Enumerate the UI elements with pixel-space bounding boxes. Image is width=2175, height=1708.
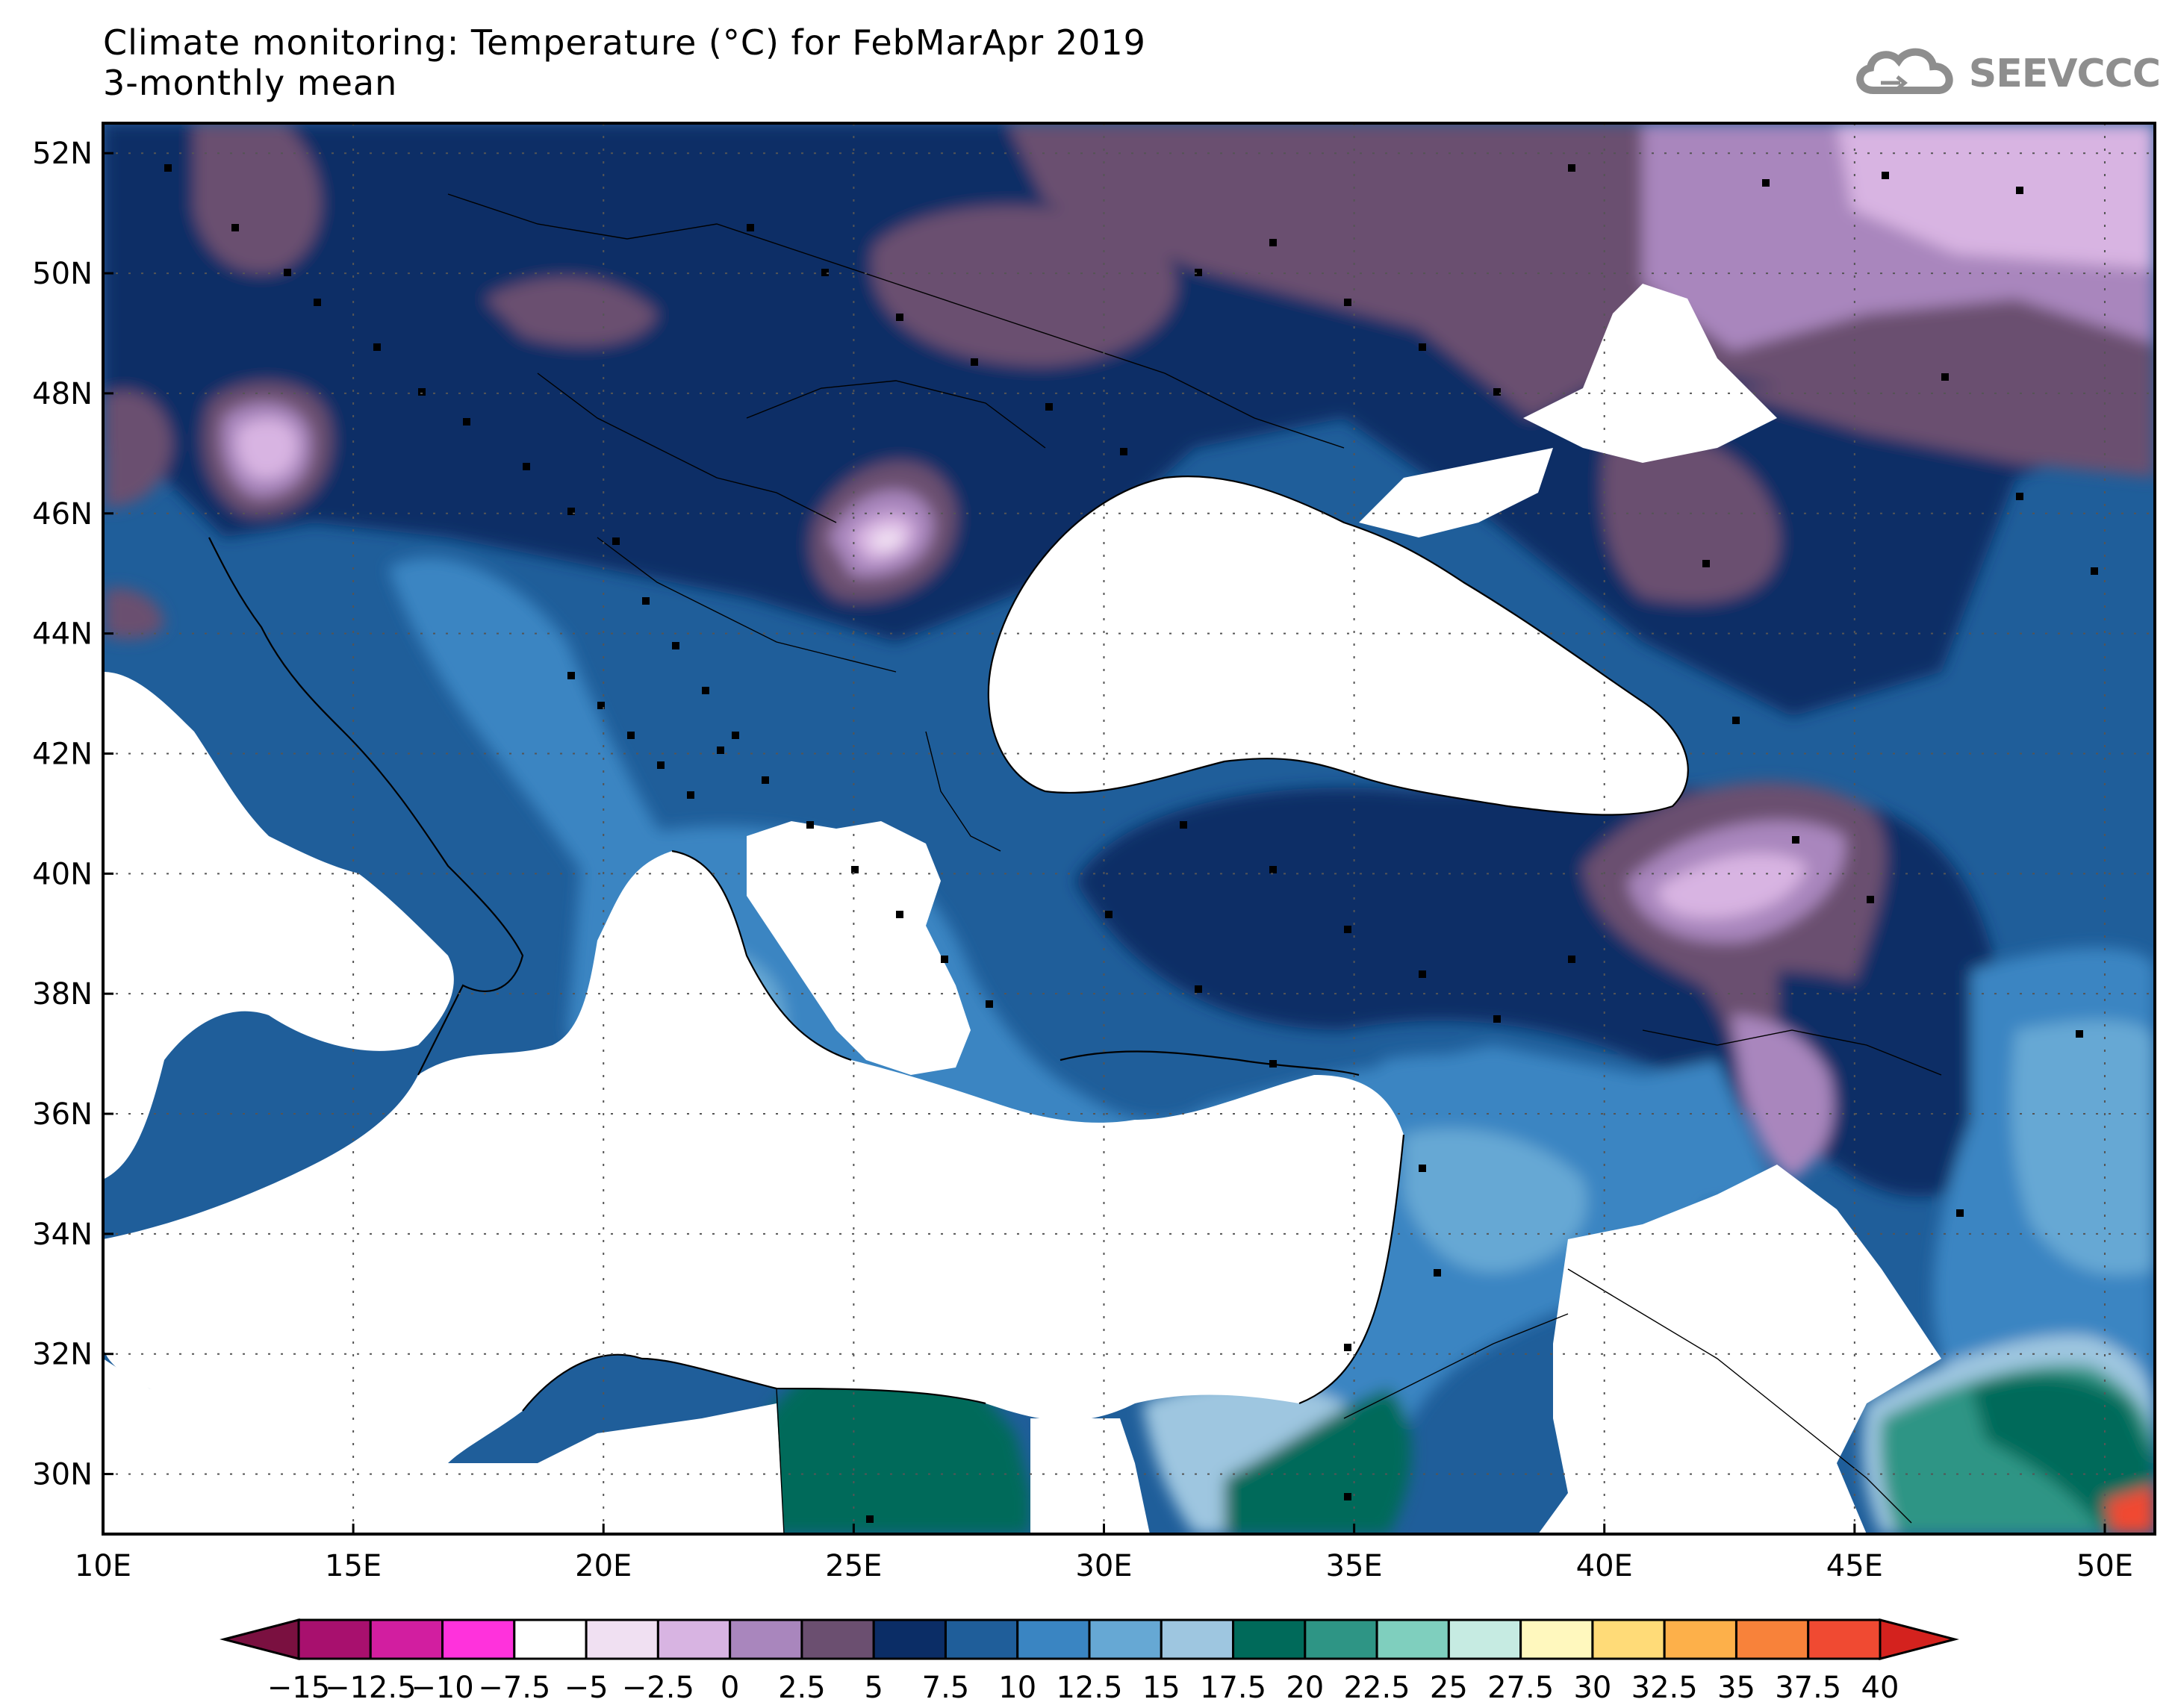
colorbar-swatch xyxy=(944,1618,1019,1660)
logo-text: SEEVCCC xyxy=(1968,52,2161,96)
colorbar-max-arrow xyxy=(1879,1618,1959,1660)
colorbar-label: −12.5 xyxy=(325,1671,417,1705)
colorbar-label: 0 xyxy=(721,1671,739,1705)
colorbar-label: −5 xyxy=(564,1671,609,1705)
colorbar-swatch xyxy=(585,1618,659,1660)
colorbar-swatch xyxy=(441,1618,516,1660)
colorbar-label: −15 xyxy=(267,1671,330,1705)
colorbar-label: 20 xyxy=(1286,1671,1324,1705)
x-tick-label: 40E xyxy=(1576,1549,1633,1583)
colorbar-label: 7.5 xyxy=(922,1671,970,1705)
y-tick-label: 38N xyxy=(32,977,93,1012)
y-tick-label: 46N xyxy=(32,497,93,532)
x-tick-label: 50E xyxy=(2076,1549,2133,1583)
seevccc-logo: SEEVCCC xyxy=(1851,40,2161,107)
x-tick-label: 20E xyxy=(575,1549,632,1583)
colorbar-swatch xyxy=(1447,1618,1522,1660)
colorbar-label: 30 xyxy=(1573,1671,1611,1705)
colorbar-swatch xyxy=(656,1618,732,1660)
y-tick-label: 50N xyxy=(32,257,93,291)
colorbar-label: 35 xyxy=(1717,1671,1755,1705)
colorbar-label: 2.5 xyxy=(778,1671,826,1705)
x-tick-label: 30E xyxy=(1075,1549,1132,1583)
colorbar-label: 37.5 xyxy=(1775,1671,1841,1705)
y-tick-label: 48N xyxy=(32,377,93,411)
colorbar-label: 25 xyxy=(1430,1671,1468,1705)
y-tick-label: 36N xyxy=(32,1097,93,1132)
x-tick-label: 10E xyxy=(75,1549,131,1583)
temperature-field xyxy=(103,123,2155,1534)
colorbar-swatch xyxy=(297,1618,372,1660)
colorbar-swatch xyxy=(1160,1618,1235,1660)
title-line-2: 3-monthly mean xyxy=(103,63,398,103)
colorbar-swatch xyxy=(513,1618,588,1660)
colorbar-swatch xyxy=(369,1618,444,1660)
colorbar-swatch xyxy=(1016,1618,1091,1660)
colorbar-swatch xyxy=(1807,1618,1882,1660)
colorbar-label: 5 xyxy=(864,1671,883,1705)
y-tick-label: 42N xyxy=(32,737,93,771)
colorbar-swatch xyxy=(800,1618,875,1660)
colorbar-swatch xyxy=(1088,1618,1163,1660)
colorbar-swatch xyxy=(1591,1618,1666,1660)
colorbar-swatch xyxy=(1304,1618,1378,1660)
colorbar-label: 27.5 xyxy=(1487,1671,1554,1705)
map-frame xyxy=(102,122,2156,1536)
colorbar-label: −7.5 xyxy=(478,1671,550,1705)
y-tick-label: 52N xyxy=(32,137,93,171)
coastlines xyxy=(208,475,1689,1412)
colorbar-label: 17.5 xyxy=(1200,1671,1266,1705)
colorbar-label: 22.5 xyxy=(1344,1671,1410,1705)
colorbar-label: 10 xyxy=(998,1671,1036,1705)
y-tick-label: 40N xyxy=(32,857,93,891)
colorbar-swatch xyxy=(872,1618,947,1660)
x-tick-label: 15E xyxy=(325,1549,382,1583)
colorbar-swatch xyxy=(1734,1618,1810,1660)
y-axis: 52N 50N 48N 46N 44N 42N 40N 38N 36N 34N 32N 30N xyxy=(32,137,113,1492)
colorbar-label: 40 xyxy=(1861,1671,1899,1705)
x-axis: 10E 15E 20E 25E 30E 35E 40E 45E 50E xyxy=(75,1524,2133,1583)
colorbar: −15−12.5−10 −7.5 −5 −2.5 0 2.5 5 7.5 10 12.5 15 17.… xyxy=(220,1618,1959,1705)
chart-title: Climate monitoring: Temperature (°C) for… xyxy=(103,22,1146,103)
colorbar-label: 12.5 xyxy=(1056,1671,1122,1705)
x-tick-label: 45E xyxy=(1826,1549,1883,1583)
colorbar-swatch xyxy=(1232,1618,1307,1660)
colorbar-label: −2.5 xyxy=(622,1671,694,1705)
station-markers xyxy=(164,164,2098,1523)
colorbar-label: 32.5 xyxy=(1631,1671,1698,1705)
colorbar-label: 15 xyxy=(1142,1671,1180,1705)
y-tick-label: 30N xyxy=(32,1458,93,1492)
y-tick-label: 32N xyxy=(32,1338,93,1372)
colorbar-swatch xyxy=(1375,1618,1450,1660)
x-tick-label: 25E xyxy=(825,1549,882,1583)
colorbar-swatch xyxy=(1663,1618,1737,1660)
colorbar-min-arrow xyxy=(220,1618,300,1660)
sea-mask xyxy=(103,284,1941,1534)
y-tick-label: 34N xyxy=(32,1218,93,1252)
title-line-1: Climate monitoring: Temperature (°C) for… xyxy=(103,22,1146,63)
x-tick-label: 35E xyxy=(1326,1549,1383,1583)
colorbar-swatch xyxy=(729,1618,803,1660)
colorbar-swatch xyxy=(1519,1618,1594,1660)
borders xyxy=(447,193,1942,1534)
colorbar-label: −10 xyxy=(411,1671,473,1705)
y-tick-label: 44N xyxy=(32,617,93,652)
cloud-icon xyxy=(1855,48,1953,94)
